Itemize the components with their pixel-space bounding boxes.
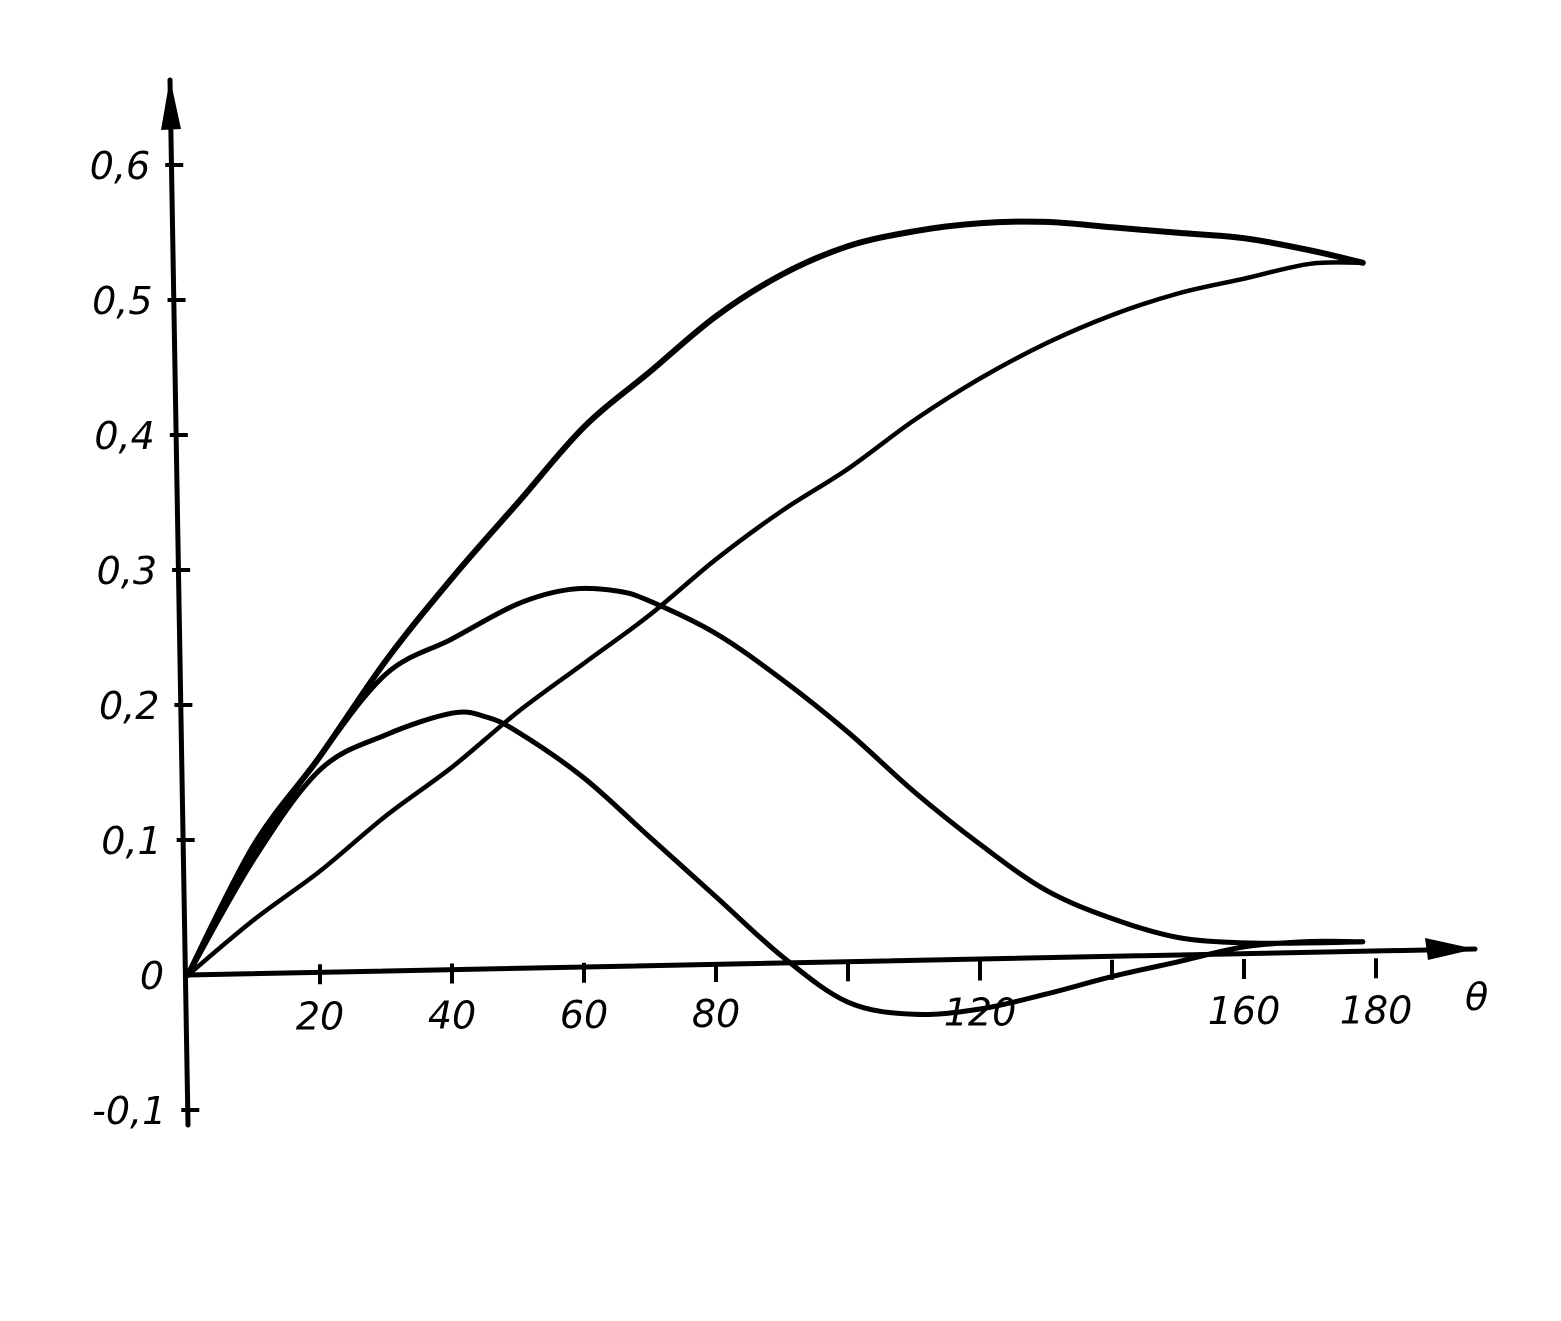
- y-tick-label: 0: [140, 954, 164, 998]
- y-axis: [167, 77, 191, 1128]
- y-axis-arrow: [161, 78, 181, 130]
- y-tick-label: 0,2: [99, 684, 159, 728]
- x-tick-label: 160: [1208, 989, 1281, 1033]
- x-tick-label: 60: [560, 993, 608, 1037]
- x-tick-label: 40: [428, 994, 476, 1038]
- ticks: 20 40 60 80 120 160 180-0,100,10,20,30,40,50,6: [90, 144, 1412, 1133]
- y-tick-label: 0,1: [101, 819, 161, 863]
- y-tick-label: 0,3: [97, 549, 157, 593]
- y-tick-label: -0,1: [92, 1089, 166, 1133]
- y-tick-label: 0,4: [94, 414, 154, 458]
- series-line-4: [185, 709, 1366, 1018]
- x-tick-label: 20: [296, 994, 344, 1038]
- y-tick-label: 0,5: [92, 279, 152, 323]
- series-line-2: [185, 260, 1366, 978]
- x-tick-label: 180: [1340, 988, 1413, 1032]
- x-axis-label: θ: [1465, 975, 1488, 1019]
- series-layer: [185, 218, 1366, 1018]
- y-tick-label: 0,6: [90, 144, 150, 188]
- axes: θ: [161, 77, 1488, 1128]
- series-line-1: [185, 218, 1366, 978]
- series-line-3: [185, 585, 1366, 978]
- x-tick-label: 80: [692, 992, 740, 1036]
- x-axis-arrow: [1425, 938, 1475, 960]
- x-axis: [185, 946, 1478, 978]
